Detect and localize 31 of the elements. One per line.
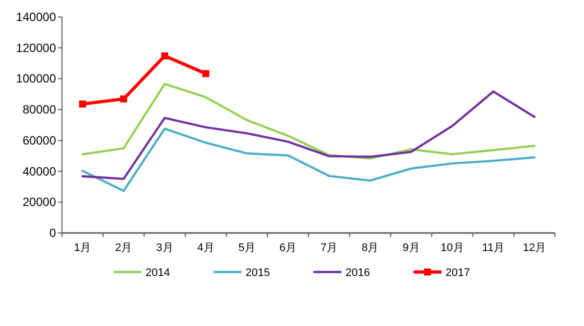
line-series bbox=[81, 128, 536, 192]
y-tick-label: 60000 bbox=[22, 133, 56, 148]
line-series bbox=[81, 82, 536, 160]
x-tick-label: 4月 bbox=[197, 242, 214, 254]
point bbox=[161, 52, 168, 60]
point bbox=[120, 95, 128, 102]
legend-label: 2015 bbox=[246, 267, 270, 279]
x-tick-label: 2月 bbox=[115, 242, 132, 254]
x-tick-label: 3月 bbox=[156, 242, 174, 254]
y-tick-label: 20000 bbox=[22, 195, 56, 210]
x-tick-label: 12月 bbox=[522, 242, 546, 254]
y-tick-label: 140000 bbox=[16, 10, 56, 24]
x-tick-label: 8月 bbox=[362, 242, 379, 254]
y-tick-label: 100000 bbox=[16, 72, 56, 86]
legend-label: 2016 bbox=[346, 267, 370, 279]
y-tick-label: 120000 bbox=[16, 40, 56, 55]
x-tick-label: 10月 bbox=[440, 242, 464, 254]
x-tick-label: 7月 bbox=[320, 242, 338, 254]
x-tick-label: 1月 bbox=[74, 242, 92, 254]
y-tick-label: 40000 bbox=[22, 164, 56, 178]
x-tick-label: 5月 bbox=[238, 242, 256, 254]
point bbox=[202, 70, 210, 78]
line-series bbox=[81, 90, 536, 180]
point bbox=[79, 100, 86, 108]
y-tick-label: 0 bbox=[49, 226, 56, 240]
y-tick-label: 80000 bbox=[22, 102, 56, 117]
legend-label: 2017 bbox=[446, 267, 470, 279]
x-tick-label: 9月 bbox=[402, 242, 420, 254]
x-tick-label: 6月 bbox=[279, 242, 297, 254]
x-tick-label: 11月 bbox=[482, 242, 505, 254]
legend-label: 2014 bbox=[146, 267, 170, 279]
